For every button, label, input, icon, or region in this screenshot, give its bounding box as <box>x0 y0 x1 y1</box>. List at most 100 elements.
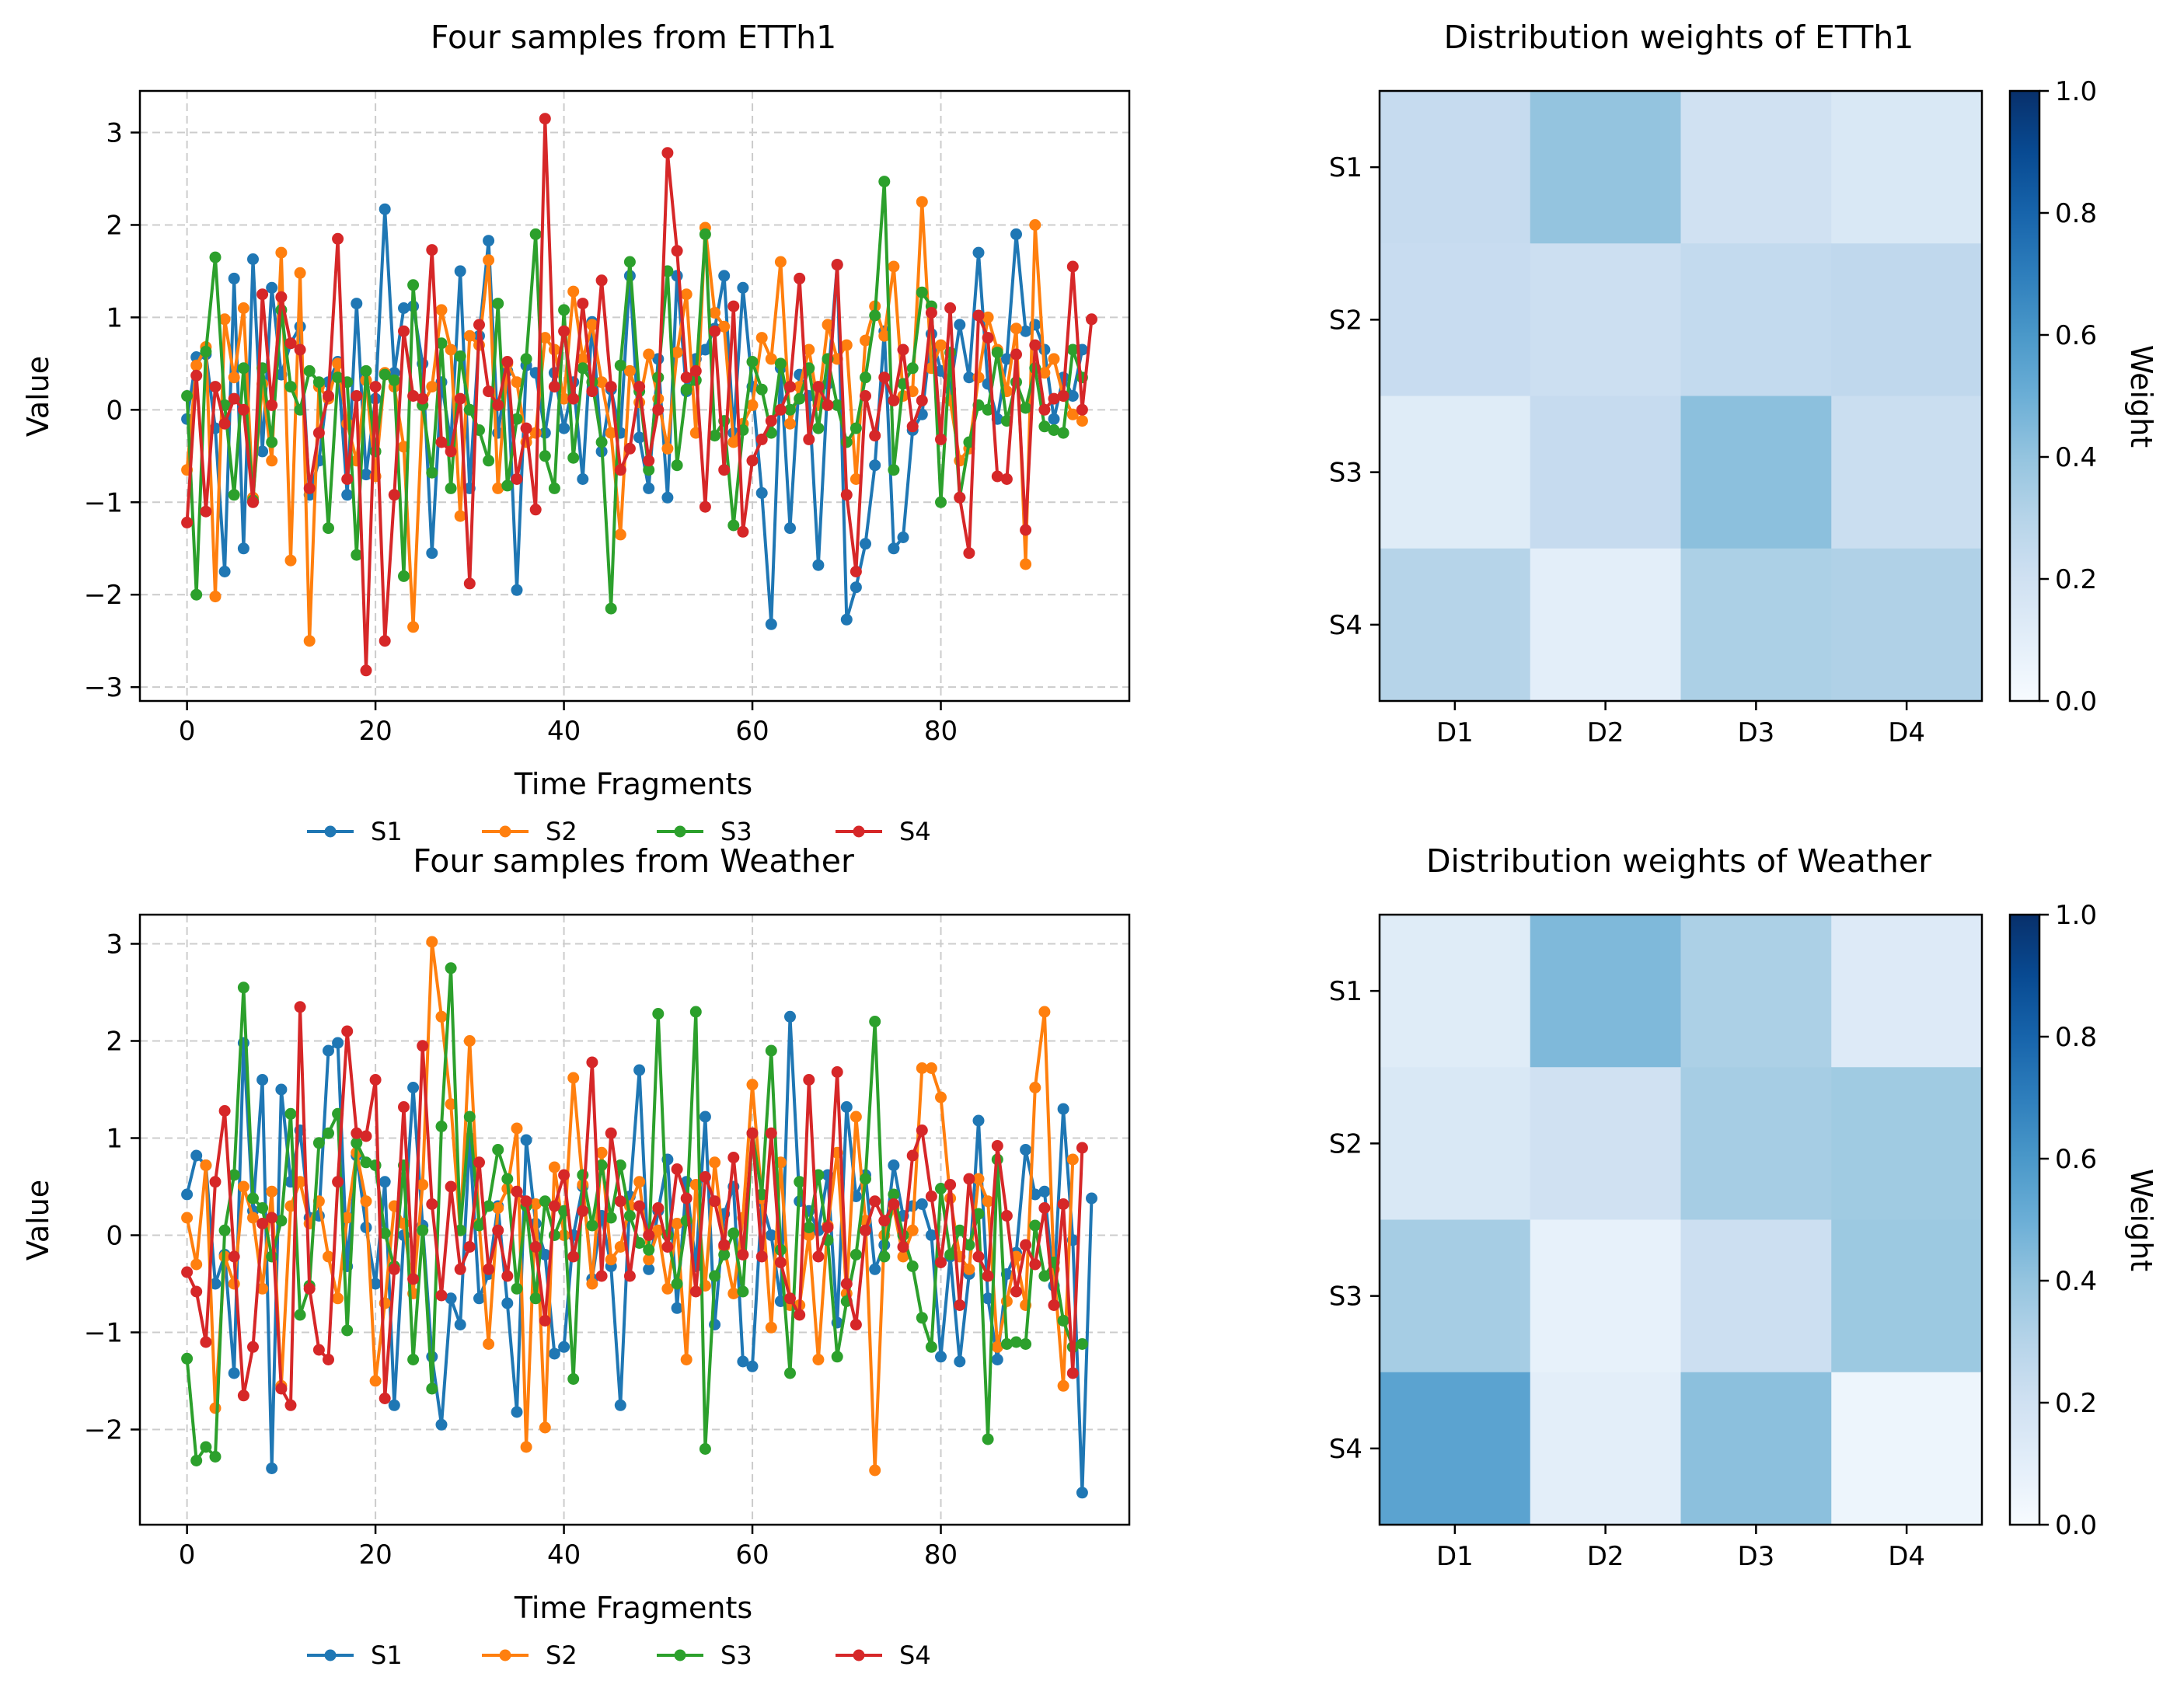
data-point-s3 <box>860 1173 871 1185</box>
data-point-s2 <box>1038 367 1051 379</box>
data-point-s2 <box>529 1198 542 1210</box>
heatmap-cell <box>1831 91 1983 244</box>
data-point-s4 <box>520 1195 532 1208</box>
column-label: D4 <box>1888 717 1925 748</box>
data-point-s3 <box>228 489 240 501</box>
data-point-s1 <box>445 1292 457 1305</box>
column-label: D3 <box>1737 717 1774 748</box>
data-point-s4 <box>925 1191 937 1202</box>
data-point-s4 <box>548 381 560 393</box>
data-point-s3 <box>718 1249 731 1260</box>
data-point-s4 <box>1066 1367 1079 1379</box>
data-point-s2 <box>671 1218 683 1229</box>
data-point-s2 <box>727 1288 740 1299</box>
data-point-s4 <box>954 491 966 504</box>
data-point-s3 <box>454 350 466 362</box>
y-tick-label: −3 <box>84 672 123 703</box>
data-point-s4 <box>1029 1258 1041 1271</box>
data-point-s1 <box>643 1263 655 1275</box>
data-point-s4 <box>463 577 476 590</box>
data-point-s2 <box>840 339 853 351</box>
data-point-s3 <box>351 1137 363 1149</box>
data-point-s2 <box>972 1173 985 1185</box>
data-point-s4 <box>1038 403 1051 416</box>
data-point-s1 <box>473 1292 485 1305</box>
data-point-s2 <box>1010 323 1022 335</box>
data-point-s4 <box>190 1285 203 1298</box>
data-point-s3 <box>774 357 787 370</box>
heatmap-cell <box>1530 91 1681 244</box>
data-point-s4 <box>1057 1198 1069 1210</box>
legend-marker-s3 <box>674 1649 686 1661</box>
x-tick-label: 60 <box>735 1539 769 1571</box>
data-point-s4 <box>294 1001 306 1013</box>
data-point-s4 <box>1048 1299 1060 1311</box>
legend: S1 S2 S3 S4 <box>307 1640 931 1670</box>
data-point-s4 <box>501 1270 514 1282</box>
data-point-s2 <box>445 1098 457 1111</box>
data-point-s4 <box>247 496 259 508</box>
data-point-s4 <box>1038 1202 1051 1214</box>
data-point-s3 <box>275 1215 288 1227</box>
data-point-s2 <box>266 455 278 467</box>
data-point-s4 <box>303 1282 316 1295</box>
heatmap-cell <box>1831 396 1983 549</box>
legend-label-s3: S3 <box>720 817 752 846</box>
data-point-s4 <box>812 1250 825 1263</box>
data-point-s4 <box>567 392 580 405</box>
data-point-s1 <box>614 1399 626 1411</box>
data-point-s1 <box>266 281 278 294</box>
data-point-s4 <box>860 1224 871 1236</box>
colorbar-tick-label: 0.2 <box>2055 564 2097 595</box>
data-point-s3 <box>746 356 759 368</box>
data-point-s1 <box>840 1101 853 1113</box>
data-point-s1 <box>746 1360 759 1372</box>
data-point-s4 <box>417 1040 429 1052</box>
data-point-s4 <box>407 390 420 402</box>
data-point-s2 <box>284 554 297 567</box>
data-point-s3 <box>860 371 871 384</box>
data-point-s4 <box>1076 403 1088 416</box>
data-point-s4 <box>1076 1142 1088 1154</box>
x-tick-label: 60 <box>735 716 769 747</box>
line-panel-etth1: Four samples from ETTh1 Time Fragments V… <box>21 19 1131 846</box>
data-point-s1 <box>454 265 466 277</box>
data-point-s4 <box>445 1180 457 1193</box>
data-point-s4 <box>303 482 316 494</box>
data-point-s2 <box>463 1035 476 1047</box>
data-point-s2 <box>727 436 740 448</box>
data-point-s4 <box>972 309 985 322</box>
data-point-s3 <box>605 1212 617 1224</box>
data-point-s3 <box>181 390 194 402</box>
heatmap-cell <box>1680 1372 1832 1525</box>
data-point-s2 <box>623 364 636 377</box>
legend-label-s1: S1 <box>371 817 403 846</box>
data-point-s3 <box>511 1282 523 1295</box>
data-point-s4 <box>1029 339 1041 351</box>
data-point-s4 <box>906 420 919 433</box>
data-point-s4 <box>209 381 222 393</box>
x-tick-label: 80 <box>924 1539 958 1571</box>
x-tick-label: 40 <box>547 716 581 747</box>
data-point-s1 <box>426 547 438 560</box>
data-point-s4 <box>426 244 438 256</box>
data-point-s2 <box>925 1062 937 1074</box>
data-point-s2 <box>228 1278 240 1290</box>
column-label: D2 <box>1587 717 1624 748</box>
data-point-s3 <box>407 1354 420 1365</box>
column-label: D4 <box>1888 1541 1925 1572</box>
data-point-s4 <box>972 1250 985 1263</box>
data-point-s4 <box>417 392 429 405</box>
data-point-s3 <box>445 962 457 975</box>
data-point-s4 <box>483 385 495 398</box>
x-tick-label: 20 <box>358 1539 392 1571</box>
chart-title: Distribution weights of ETTh1 <box>1444 19 1914 56</box>
data-point-s4 <box>529 504 542 516</box>
data-point-s4 <box>351 390 363 402</box>
data-point-s3 <box>247 1192 259 1205</box>
data-point-s3 <box>1048 424 1060 436</box>
heatmap-cell <box>1530 1067 1681 1220</box>
data-point-s2 <box>906 1224 919 1236</box>
row-label: S1 <box>1329 152 1362 183</box>
legend-marker-s4 <box>853 825 865 838</box>
